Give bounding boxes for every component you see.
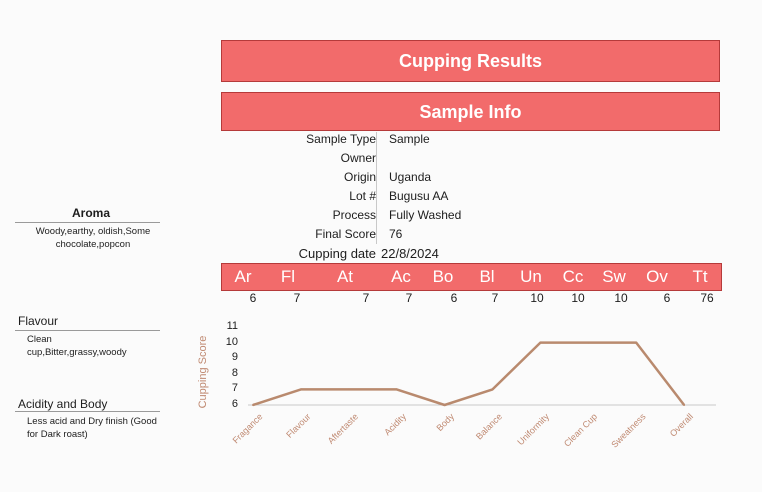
info-row-sample-type: Sample Type Sample xyxy=(221,130,621,149)
aroma-heading: Aroma xyxy=(72,206,111,220)
score-abbr-sw: Sw xyxy=(602,267,626,286)
score-value-ar: 6 xyxy=(249,291,257,305)
score-abbr-ac: Ac xyxy=(391,267,411,286)
info-label: Cupping date xyxy=(298,246,376,261)
y-tick-label: 8 xyxy=(231,366,238,379)
score-value-fl: 7 xyxy=(293,291,301,305)
score-abbr-tt: Tt xyxy=(692,267,708,286)
aroma-divider xyxy=(15,222,160,223)
info-row-final-score: Final Score 76 xyxy=(221,225,621,244)
score-abbr-bl: Bl xyxy=(479,267,495,286)
data-point xyxy=(491,388,494,391)
info-value: Bugusu AA xyxy=(389,189,449,203)
data-point xyxy=(443,404,446,406)
cupping-results-banner: Cupping Results xyxy=(221,40,720,82)
sample-info-table: Sample Type Sample Owner Origin Uganda L… xyxy=(221,130,621,263)
score-abbr-at: At xyxy=(336,267,354,286)
score-value-at: 7 xyxy=(362,291,370,305)
y-tick-label: 10 xyxy=(225,335,238,348)
flavour-notes: Clean cup,Bitter,grassy,woody xyxy=(27,334,127,358)
y-tick-label: 6 xyxy=(231,398,238,410)
score-abbreviation-bar: Ar Fl At Ac Bo Bl Un Cc Sw Ov Tt xyxy=(221,263,722,291)
info-value: 22/8/2024 xyxy=(381,246,439,261)
score-abbr-cc: Cc xyxy=(562,267,584,286)
info-label: Sample Type xyxy=(306,132,376,146)
y-tick-label: 9 xyxy=(231,351,238,364)
info-value: Uganda xyxy=(389,170,432,184)
score-value-cc: 10 xyxy=(571,291,585,305)
score-value-ov: 6 xyxy=(663,291,671,305)
sample-info-banner: Sample Info xyxy=(221,92,720,131)
info-row-owner: Owner xyxy=(221,149,621,168)
data-point xyxy=(252,404,254,406)
info-value: Sample xyxy=(389,132,430,146)
y-tick-label: 11 xyxy=(226,320,238,332)
score-value-bl: 7 xyxy=(491,291,499,305)
score-abbr-ar: Ar xyxy=(234,267,252,286)
info-divider xyxy=(376,132,377,244)
info-row-lot: Lot # Bugusu AA xyxy=(221,187,621,206)
score-abbr-ov: Ov xyxy=(646,267,668,286)
score-abbr-bo: Bo xyxy=(432,267,454,286)
data-point xyxy=(635,341,638,344)
data-point xyxy=(395,388,398,391)
acidity-body-heading: Acidity and Body xyxy=(18,397,108,411)
data-point xyxy=(587,341,590,344)
acidity-body-notes: Less acid and Dry finish (Good for Dark … xyxy=(27,416,157,440)
data-point xyxy=(683,404,686,406)
info-row-origin: Origin Uganda xyxy=(221,168,621,187)
score-value-tt: 76 xyxy=(700,291,714,305)
flavour-heading: Flavour xyxy=(18,314,59,328)
score-value-sw: 10 xyxy=(614,291,628,305)
y-tick-label: 7 xyxy=(231,382,238,395)
data-point xyxy=(347,388,350,391)
info-label: Origin xyxy=(343,170,376,184)
acidity-body-divider xyxy=(15,411,160,412)
info-value: 76 xyxy=(389,227,403,241)
info-label: Lot # xyxy=(349,189,376,203)
info-value: Fully Washed xyxy=(389,208,462,222)
info-row-process: Process Fully Washed xyxy=(221,206,621,225)
info-label: Owner xyxy=(340,151,376,165)
aroma-notes: Woody,earthy, oldish,Some chocolate,popc… xyxy=(35,226,151,250)
flavour-divider xyxy=(15,330,160,331)
score-abbr-un: Un xyxy=(520,267,542,286)
info-label: Final Score xyxy=(315,227,376,241)
info-label: Process xyxy=(332,208,376,222)
score-value-ac: 7 xyxy=(405,291,413,305)
score-abbr-fl: Fl xyxy=(280,267,296,286)
info-row-cupping-date: Cupping date 22/8/2024 xyxy=(221,244,621,263)
score-value-bo: 6 xyxy=(450,291,458,305)
data-point xyxy=(299,388,302,391)
score-value-un: 10 xyxy=(530,291,544,305)
series-line xyxy=(252,341,686,407)
data-point xyxy=(539,341,542,344)
